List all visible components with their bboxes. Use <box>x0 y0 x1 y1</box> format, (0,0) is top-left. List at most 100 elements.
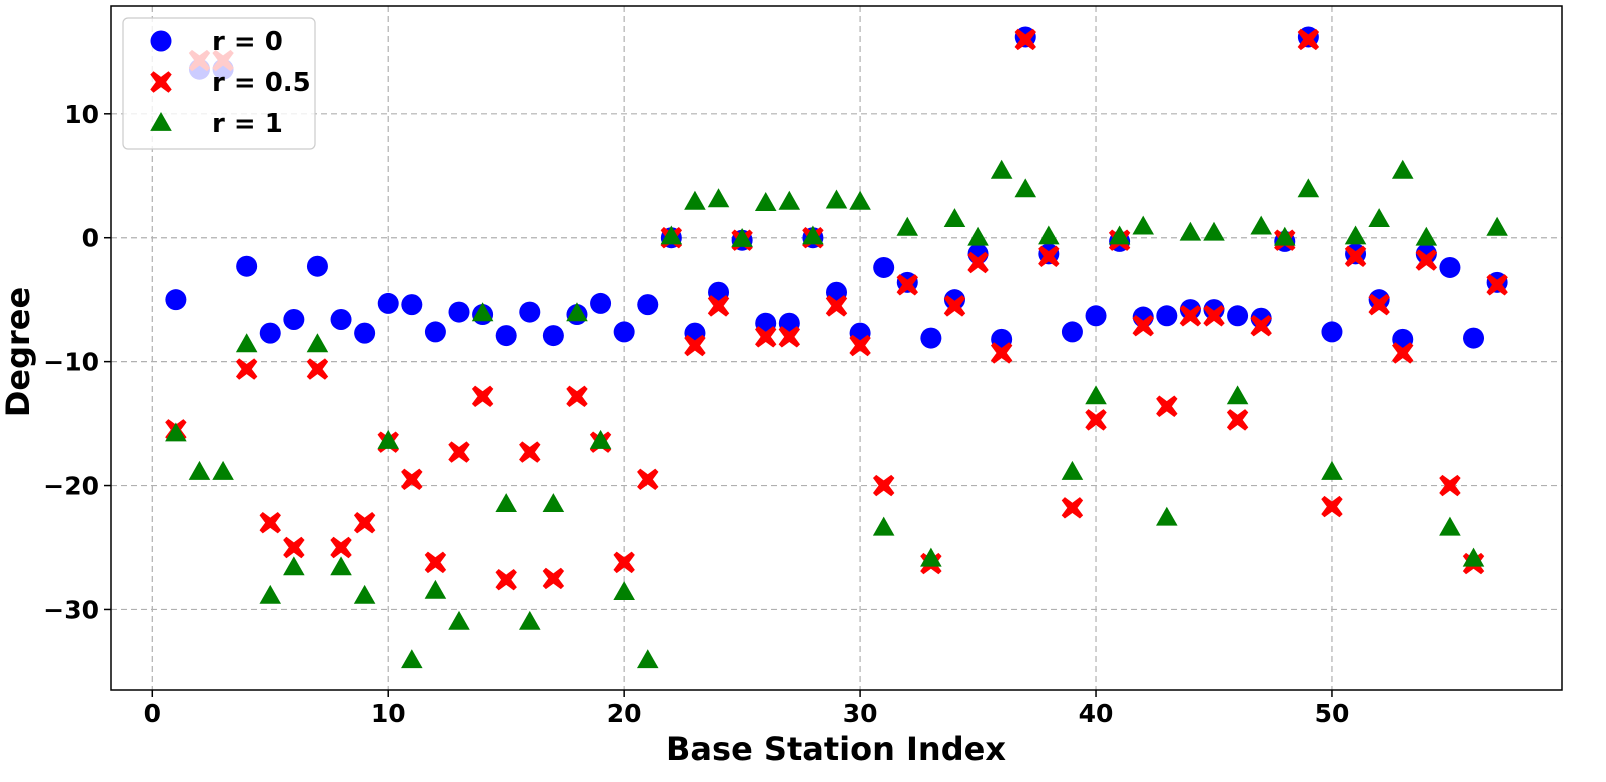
data-point <box>1439 516 1461 536</box>
y-tick-label: 0 <box>82 224 99 253</box>
data-point <box>471 302 494 322</box>
data-point <box>849 190 871 210</box>
data-point <box>1061 497 1084 519</box>
legend-label: r = 0.5 <box>212 68 311 98</box>
data-point <box>636 649 659 669</box>
data-point <box>802 225 824 245</box>
plot-markers <box>165 26 1508 669</box>
data-point <box>1439 256 1461 278</box>
legend: r = 0 r = 0.5 r = 1 <box>122 17 316 150</box>
data-point <box>259 512 281 534</box>
y-axis: −30 −20 −10 0 10 <box>43 100 111 624</box>
data-point <box>613 321 635 343</box>
data-point <box>1415 226 1438 246</box>
data-point <box>448 441 470 463</box>
data-point <box>589 429 612 449</box>
data-point <box>1108 225 1131 245</box>
data-point <box>283 556 305 576</box>
data-point <box>1014 28 1036 51</box>
data-point <box>613 551 635 574</box>
data-point <box>590 292 612 314</box>
data-point <box>849 334 871 357</box>
data-point <box>778 190 801 210</box>
data-point <box>1344 245 1367 268</box>
data-point <box>896 216 919 236</box>
data-point <box>778 326 801 348</box>
data-point <box>330 536 352 559</box>
legend-label: r = 0 <box>212 27 283 57</box>
data-point <box>1392 342 1414 364</box>
data-point <box>519 610 541 630</box>
data-point <box>684 334 706 357</box>
y-tick-label: −20 <box>43 472 99 501</box>
data-point <box>377 292 399 314</box>
data-point <box>306 358 329 380</box>
data-point <box>1486 216 1508 236</box>
data-point <box>542 325 564 347</box>
data-point <box>1156 305 1178 327</box>
data-point <box>872 516 895 536</box>
data-point <box>424 551 447 574</box>
data-point <box>1226 385 1249 405</box>
data-point <box>1344 225 1367 245</box>
data-point <box>306 333 329 353</box>
data-point <box>967 251 989 274</box>
data-point <box>566 302 588 322</box>
data-point <box>542 567 565 590</box>
data-point <box>354 322 376 344</box>
data-point <box>1462 547 1485 567</box>
data-point <box>920 327 942 349</box>
x-axis: 0 10 20 30 40 50 <box>144 690 1349 728</box>
data-point <box>1273 226 1296 246</box>
data-point <box>825 189 848 209</box>
data-point <box>330 309 352 330</box>
data-point <box>401 294 423 316</box>
data-point <box>259 584 282 604</box>
data-point <box>495 569 517 591</box>
data-point <box>1156 506 1178 526</box>
data-point <box>1132 314 1154 337</box>
y-tick-label: −30 <box>43 595 99 624</box>
y-axis-label: Degree <box>0 287 37 417</box>
data-point <box>1061 460 1084 480</box>
data-point <box>1297 178 1320 198</box>
x-tick-label: 40 <box>1079 699 1114 728</box>
data-point <box>1463 327 1485 349</box>
data-point <box>1014 178 1037 198</box>
data-point <box>424 321 446 343</box>
data-point <box>943 295 966 317</box>
legend-marker <box>150 112 172 131</box>
data-point <box>731 227 753 247</box>
data-point <box>377 429 400 449</box>
data-point <box>519 441 541 463</box>
data-point <box>613 581 635 601</box>
data-point <box>920 547 942 567</box>
data-point <box>755 326 777 348</box>
data-point <box>1085 385 1107 405</box>
x-tick-label: 20 <box>607 699 642 728</box>
data-point <box>306 255 328 277</box>
data-point <box>943 208 966 228</box>
data-point <box>637 468 659 491</box>
data-point <box>1391 159 1414 179</box>
data-point <box>873 256 895 278</box>
data-point <box>330 556 352 576</box>
data-point <box>1156 395 1178 417</box>
data-point <box>1321 495 1343 518</box>
legend-box <box>122 17 316 150</box>
legend-label: r = 1 <box>212 109 283 139</box>
data-point <box>495 493 517 513</box>
data-point <box>519 301 541 323</box>
data-point <box>495 325 517 347</box>
data-point <box>1368 208 1390 228</box>
data-point <box>1038 225 1060 245</box>
data-point <box>825 295 848 317</box>
x-tick-label: 0 <box>144 699 161 728</box>
data-point <box>188 460 211 480</box>
data-point <box>212 460 234 480</box>
data-point <box>1085 305 1107 327</box>
data-point <box>896 274 918 296</box>
data-point <box>990 159 1013 179</box>
data-point <box>401 468 423 491</box>
